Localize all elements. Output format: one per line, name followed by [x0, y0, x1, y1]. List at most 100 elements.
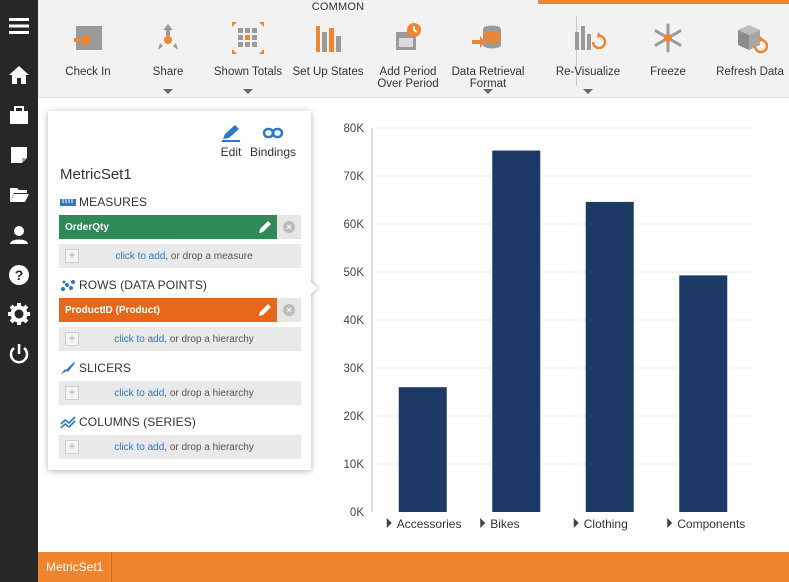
data-retrieval-icon: [472, 25, 501, 49]
expand-caret-icon[interactable]: [573, 518, 579, 528]
re-visualize-caret-icon[interactable]: [583, 89, 593, 94]
rows-heading: ROWS (DATA POINTS): [60, 278, 207, 292]
add-plus-icon[interactable]: +: [65, 249, 79, 263]
bindings-button[interactable]: Bindings: [250, 123, 296, 159]
bar-clothing[interactable]: [585, 201, 634, 513]
panel-pointer-arrow: [309, 280, 318, 296]
data-retrieval-caret-icon[interactable]: [483, 89, 493, 94]
check-in-label: Check In: [65, 66, 111, 78]
folder-open-icon[interactable]: [0, 177, 38, 211]
expand-caret-icon[interactable]: [386, 518, 392, 528]
rows-click-to-add-link[interactable]: click to add: [114, 333, 165, 345]
x-tick-label[interactable]: Accessories: [397, 517, 462, 531]
rows-drop-zone[interactable]: + click to add, or drop a hierarchy: [59, 327, 301, 351]
share-button[interactable]: Share: [138, 14, 198, 96]
bindings-link-icon: [262, 127, 284, 139]
refresh-data-icon: [738, 25, 768, 54]
rows-drop-hint: , or drop a hierarchy: [164, 333, 254, 345]
y-tick-label: 70K: [344, 171, 365, 183]
measures-ruler-icon: [60, 199, 76, 206]
bar-chart-svg: 0K 10K 20K 30K 40K 50K 60K 70K 80K Accessories Bik…: [344, 123, 750, 531]
refresh-data-label: Refresh Data: [716, 66, 784, 78]
slicers-drop-hint: , or drop a hierarchy: [164, 387, 254, 399]
y-tick-label: 20K: [344, 411, 365, 423]
add-plus-icon[interactable]: +: [65, 332, 79, 346]
bar-chart: 0K 10K 20K 30K 40K 50K 60K 70K 80K Accessories Bik…: [330, 115, 789, 540]
re-visualize-button[interactable]: Re-Visualize: [552, 14, 624, 96]
bar-components[interactable]: [679, 275, 728, 512]
share-caret-icon[interactable]: [163, 89, 173, 94]
tab-metricset1[interactable]: MetricSet1: [38, 552, 113, 582]
home-icon[interactable]: [0, 58, 38, 92]
data-retrieval-label: Data Retrieval Format: [451, 66, 525, 90]
share-label: Share: [152, 66, 184, 78]
columns-series-icon: [60, 416, 76, 429]
help-icon[interactable]: ?: [0, 258, 38, 292]
rows-edit-pencil-icon[interactable]: [257, 302, 273, 318]
rows-pill-productid[interactable]: ProductID (Product): [59, 298, 277, 322]
y-tick-label: 30K: [344, 363, 365, 375]
refresh-data-button[interactable]: Refresh Data: [714, 14, 786, 96]
bottom-tab-bar: MetricSet1: [38, 552, 789, 582]
check-in-button[interactable]: Check In: [58, 14, 118, 96]
power-icon[interactable]: [0, 337, 38, 371]
bar-accessories[interactable]: [398, 387, 447, 512]
edit-button[interactable]: Edit: [220, 123, 242, 159]
columns-drop-zone[interactable]: + click to add, or drop a hierarchy: [59, 435, 301, 459]
freeze-label: Freeze: [650, 66, 686, 78]
set-up-states-label: Set Up States: [292, 66, 364, 78]
columns-heading: COLUMNS (SERIES): [60, 415, 196, 429]
measure-pill-orderqty[interactable]: OrderQty: [59, 215, 277, 239]
add-period-icon: [396, 23, 421, 50]
measure-drop-zone[interactable]: + click to add, or drop a measure: [59, 244, 301, 268]
add-period-label: Add Period Over Period: [377, 66, 439, 90]
rows-remove-button[interactable]: ×: [277, 298, 301, 322]
bar-bikes[interactable]: [492, 150, 541, 512]
data-retrieval-format-button[interactable]: Data Retrieval Format: [448, 14, 528, 96]
measure-drop-hint: , or drop a measure: [165, 250, 253, 262]
re-visualize-label: Re-Visualize: [555, 66, 621, 78]
re-visualize-icon: [575, 26, 606, 50]
ribbon-accent-line: [538, 0, 789, 4]
expand-caret-icon[interactable]: [667, 518, 673, 528]
share-icon: [158, 24, 178, 50]
y-tick-label: 60K: [344, 219, 365, 231]
notes-icon[interactable]: [0, 138, 38, 172]
slicers-drop-zone[interactable]: + click to add, or drop a hierarchy: [59, 381, 301, 405]
menu-icon[interactable]: [0, 9, 38, 43]
add-period-over-period-button[interactable]: Add Period Over Period: [374, 14, 442, 96]
svg-text:?: ?: [15, 267, 24, 283]
measure-edit-pencil-icon[interactable]: [257, 219, 273, 235]
left-sidebar: ?: [0, 0, 38, 582]
bindings-label: Bindings: [250, 145, 297, 159]
metric-set-title: MetricSet1: [60, 166, 132, 183]
set-up-states-button[interactable]: Set Up States: [292, 14, 364, 96]
settings-icon[interactable]: [0, 297, 38, 331]
slicers-heading: SLICERS: [60, 361, 131, 375]
freeze-button[interactable]: Freeze: [638, 14, 698, 96]
ribbon-separator: [576, 16, 577, 86]
columns-click-to-add-link[interactable]: click to add: [114, 441, 165, 453]
y-tick-label: 10K: [344, 459, 365, 471]
x-tick-label[interactable]: Bikes: [490, 517, 519, 531]
x-tick-label[interactable]: Components: [677, 517, 745, 531]
columns-drop-hint: , or drop a hierarchy: [164, 441, 254, 453]
measure-click-to-add-link[interactable]: click to add: [115, 250, 166, 262]
user-icon[interactable]: [0, 218, 38, 252]
slicers-click-to-add-link[interactable]: click to add: [114, 387, 165, 399]
edit-pencil-icon: [222, 125, 240, 142]
expand-caret-icon[interactable]: [480, 518, 486, 528]
slicers-knife-icon: [61, 362, 75, 374]
shown-totals-label: Shown Totals: [213, 66, 283, 78]
add-plus-icon[interactable]: +: [65, 440, 79, 454]
x-tick-label[interactable]: Clothing: [584, 517, 628, 531]
ribbon-toolbar: COMMON Check In Share Shown Totals Set U…: [38, 0, 789, 98]
rows-datapoints-icon: [61, 280, 75, 291]
shown-totals-caret-icon[interactable]: [243, 89, 253, 94]
remove-x-icon: ×: [283, 221, 295, 233]
y-tick-label: 50K: [344, 267, 365, 279]
add-plus-icon[interactable]: +: [65, 386, 79, 400]
briefcase-icon[interactable]: [0, 98, 38, 132]
measure-remove-button[interactable]: ×: [277, 215, 301, 239]
shown-totals-button[interactable]: Shown Totals: [210, 14, 286, 96]
